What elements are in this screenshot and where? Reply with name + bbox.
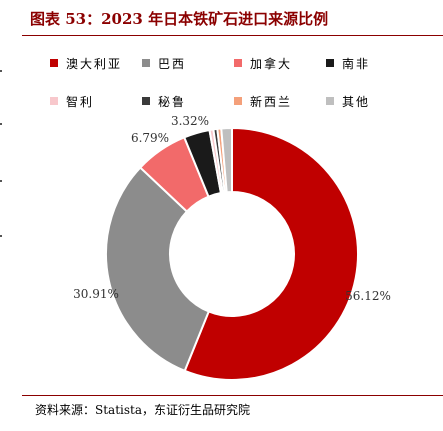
legend-item-south-africa: 南非 — [326, 54, 418, 72]
legend-swatch — [234, 59, 242, 67]
legend-label: 加拿大 — [250, 56, 293, 71]
slice-data-label: 56.12% — [345, 289, 391, 303]
source-rule — [22, 395, 443, 396]
title-rule — [22, 35, 443, 36]
legend-swatch — [234, 97, 242, 105]
legend-swatch — [50, 97, 58, 105]
slice-data-label: 3.32% — [171, 114, 209, 128]
legend-item-peru: 秘鲁 — [142, 92, 234, 110]
legend-item-chile: 智利 — [50, 92, 142, 110]
legend-label: 智利 — [66, 94, 95, 109]
slice-data-label: 30.91% — [73, 287, 119, 301]
edge-mark — [0, 180, 2, 182]
donut-slice — [220, 126, 233, 194]
legend-item-new-zealand: 新西兰 — [234, 92, 326, 110]
legend-label: 其他 — [342, 94, 371, 109]
source-note: 资料来源：Statista，东证衍生品研究院 — [35, 403, 250, 417]
legend-item-other: 其他 — [326, 92, 418, 110]
legend-swatch — [142, 97, 150, 105]
legend-item-canada: 加拿大 — [234, 54, 326, 72]
legend-item-australia: 澳大利亚 — [50, 54, 142, 72]
figure-title: 图表 53：2023 年日本铁矿石进口来源比例 — [30, 10, 329, 28]
legend-label: 秘鲁 — [158, 94, 187, 109]
edge-mark — [0, 235, 2, 237]
legend-item-brazil: 巴西 — [142, 54, 234, 72]
legend-swatch — [326, 97, 334, 105]
legend-label: 新西兰 — [250, 94, 293, 109]
edge-mark — [0, 123, 2, 125]
donut-slice — [183, 126, 359, 381]
legend-swatch — [50, 59, 58, 67]
edge-mark — [0, 70, 2, 72]
donut-slice — [105, 166, 211, 373]
chart-legend: 澳大利亚 巴西 加拿大 南非 智利 秘鲁 新西兰 其他 — [50, 54, 420, 130]
slice-data-label: 6.79% — [131, 131, 169, 145]
legend-row: 澳大利亚 巴西 加拿大 南非 — [50, 54, 420, 72]
legend-label: 巴西 — [158, 56, 187, 71]
legend-swatch — [142, 59, 150, 67]
legend-row: 智利 秘鲁 新西兰 其他 — [50, 92, 420, 110]
legend-label: 南非 — [342, 56, 371, 71]
legend-swatch — [326, 59, 334, 67]
legend-label: 澳大利亚 — [66, 56, 123, 71]
